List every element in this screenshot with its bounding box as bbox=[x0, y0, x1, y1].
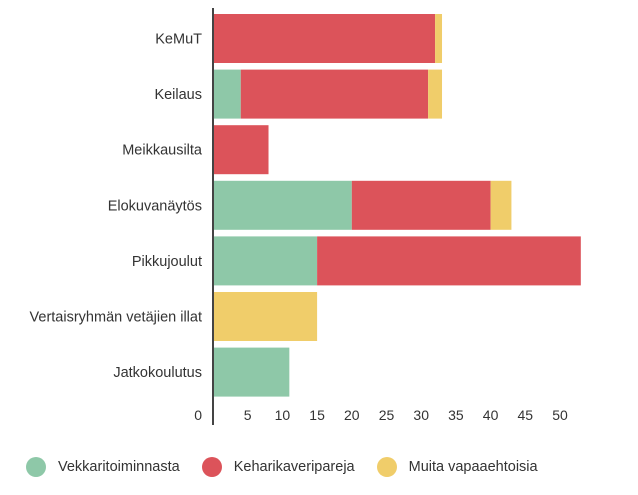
legend-swatch-keharikaveri bbox=[201, 457, 222, 477]
bar-vertaisryhm-n-vet-jien-illat-series-2 bbox=[213, 292, 318, 341]
x-tick-label: 50 bbox=[552, 407, 568, 423]
x-tick-label: 10 bbox=[275, 407, 291, 423]
bar-pikkujoulut-series-1 bbox=[317, 236, 581, 286]
legend-swatch-muita bbox=[376, 457, 397, 477]
legend-label-keharikaveri: Keharikaveripareja bbox=[233, 459, 355, 475]
legend-item-vekkari: Vekkaritoiminnasta bbox=[26, 457, 180, 477]
bar-keilaus-series-1 bbox=[240, 69, 429, 119]
legend-swatch-vekkari bbox=[26, 457, 46, 477]
legend-item-muita: Muita vapaaehtoisia bbox=[376, 457, 538, 477]
bar-keilaus-series-2 bbox=[428, 69, 443, 119]
x-tick-label: 15 bbox=[309, 407, 325, 423]
category-label: Jatkokoulutus bbox=[113, 365, 202, 381]
category-label: Pikkujoulut bbox=[132, 254, 202, 270]
x-tick-label: 30 bbox=[413, 407, 429, 423]
category-label: Vertaisryhmän vetäjien illat bbox=[30, 310, 202, 326]
bar-pikkujoulut-series-0 bbox=[213, 236, 318, 286]
bar-keilaus-series-0 bbox=[213, 69, 241, 119]
legend-item-keharikaveri: Keharikaveripareja bbox=[201, 457, 355, 477]
bar-elokuvan-yt-s-series-0 bbox=[213, 180, 352, 230]
chart-plot: KeMuT Keilaus Meikkausilta Elokuvanäytös Pik… bbox=[30, 8, 581, 425]
bar-elokuvan-yt-s-series-1 bbox=[351, 180, 491, 230]
legend: Vekkaritoiminnasta Keharikaveripareja Mu… bbox=[26, 457, 560, 477]
bar-elokuvan-yt-s-series-2 bbox=[490, 180, 512, 230]
category-label: Keilaus bbox=[154, 87, 202, 103]
x-tick-label: 20 bbox=[344, 407, 360, 423]
legend-label-muita: Muita vapaaehtoisia bbox=[408, 459, 538, 475]
x-tick-label: 35 bbox=[448, 407, 464, 423]
bar-meikkausilta-series-1 bbox=[213, 125, 269, 175]
x-tick-label: 25 bbox=[379, 407, 395, 423]
category-label: Elokuvanäytös bbox=[108, 198, 202, 214]
category-label: KeMuT bbox=[155, 32, 202, 48]
bar-kemut-series-1 bbox=[213, 14, 436, 63]
bar-kemut-series-2 bbox=[435, 14, 443, 63]
bar-jatkokoulutus-series-0 bbox=[213, 347, 290, 397]
legend-label-vekkari: Vekkaritoiminnasta bbox=[58, 459, 180, 475]
category-label: Meikkausilta bbox=[122, 143, 203, 159]
x-tick-label: 0 bbox=[194, 407, 202, 423]
x-tick-label: 40 bbox=[483, 407, 499, 423]
x-tick-label: 45 bbox=[518, 407, 534, 423]
x-tick-label: 5 bbox=[244, 407, 252, 423]
